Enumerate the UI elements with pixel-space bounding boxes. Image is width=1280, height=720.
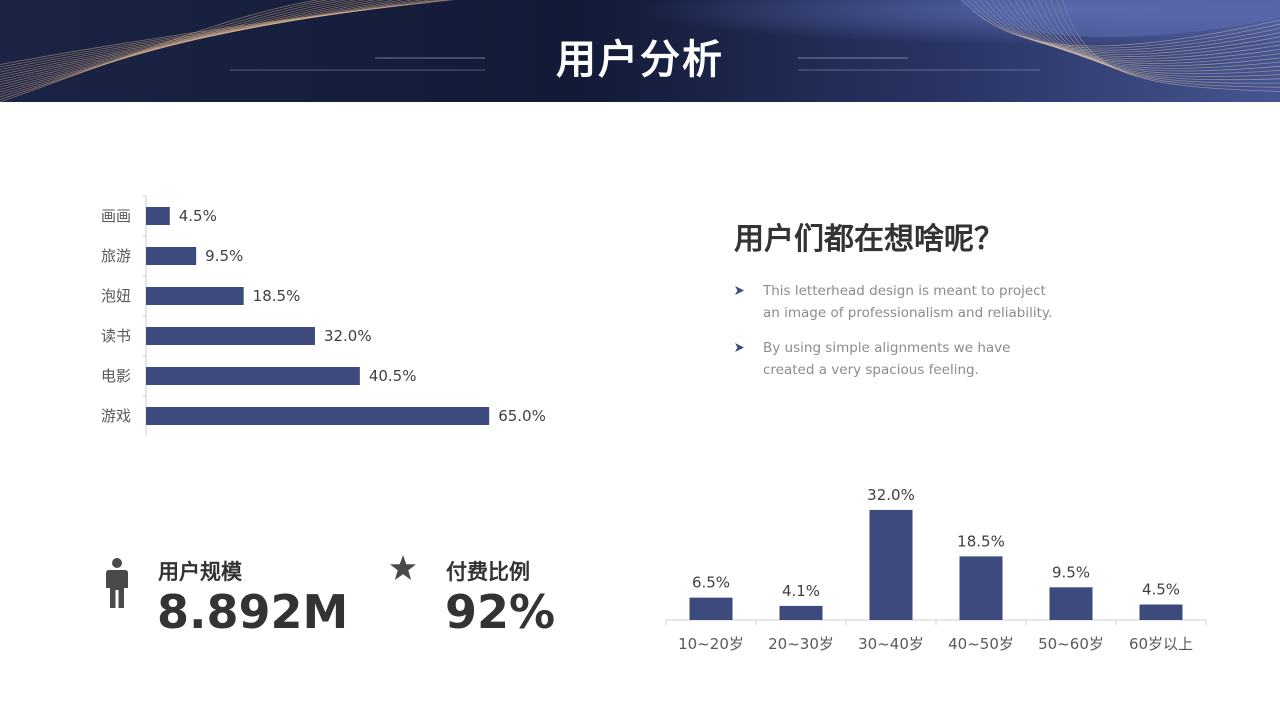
question-heading: 用户们都在想啥呢？	[734, 222, 1004, 257]
bullet-text: This letterhead design is meant to proje…	[763, 283, 1053, 321]
data-label: 9.5%	[1052, 563, 1090, 581]
stat-label: 用户规模	[158, 560, 242, 584]
category-label: 旅游	[101, 247, 131, 265]
data-label: 32.0%	[867, 486, 915, 504]
person-icon	[106, 558, 128, 608]
stat-value: 8.892M	[157, 585, 349, 639]
bar	[689, 597, 733, 620]
data-label: 65.0%	[498, 407, 546, 425]
bar	[146, 247, 197, 265]
category-label: 20~30岁	[768, 635, 834, 653]
data-label: 18.5%	[957, 532, 1005, 550]
stat-value: 92%	[445, 585, 556, 639]
category-label: 60岁以上	[1129, 635, 1193, 653]
bar	[146, 207, 170, 225]
header-banner	[0, 0, 1280, 102]
arrow-bullet-icon	[735, 343, 744, 352]
bar	[1049, 587, 1093, 620]
category-label: 10~20岁	[678, 635, 744, 653]
bullet-item-2: By using simple alignments we have creat…	[734, 337, 1064, 381]
bar	[146, 327, 315, 345]
data-label: 32.0%	[324, 327, 372, 345]
bar	[779, 605, 823, 620]
category-label: 游戏	[101, 407, 131, 425]
stat-label: 付费比例	[446, 560, 530, 584]
age-bar-chart: 6.5% 10~20岁 4.1% 20~30岁 32.0% 30~40岁 18.5% 40~5…	[665, 486, 1207, 653]
star-icon	[390, 555, 416, 580]
bar	[1139, 604, 1183, 620]
category-label: 50~60岁	[1038, 635, 1104, 653]
category-label: 读书	[101, 327, 131, 345]
category-label: 30~40岁	[858, 635, 924, 653]
data-label: 4.1%	[782, 582, 820, 600]
data-label: 4.5%	[1142, 581, 1180, 599]
data-label: 40.5%	[369, 367, 417, 385]
bar	[146, 367, 360, 385]
bar	[959, 556, 1003, 620]
bullet-list: This letterhead design is meant to proje…	[734, 280, 1064, 394]
category-label: 泡妞	[101, 287, 131, 305]
slide-title: 用户分析	[556, 37, 724, 83]
category-label: 电影	[101, 367, 131, 385]
category-label: 40~50岁	[948, 635, 1014, 653]
data-label: 18.5%	[253, 287, 301, 305]
bar	[146, 407, 490, 425]
data-label: 4.5%	[179, 207, 217, 225]
bar	[869, 509, 913, 620]
bullet-item-1: This letterhead design is meant to proje…	[734, 280, 1064, 324]
bar	[146, 287, 244, 305]
bullet-text: By using simple alignments we have creat…	[763, 340, 1011, 378]
data-label: 9.5%	[205, 247, 243, 265]
category-label: 画画	[101, 207, 131, 225]
data-label: 6.5%	[692, 574, 730, 592]
interest-bar-chart: 画画 4.5% 旅游 9.5% 泡妞 18.5% 读书 32.0% 电影 40.5% 游戏 65.0%	[101, 195, 546, 436]
arrow-bullet-icon	[735, 286, 744, 295]
